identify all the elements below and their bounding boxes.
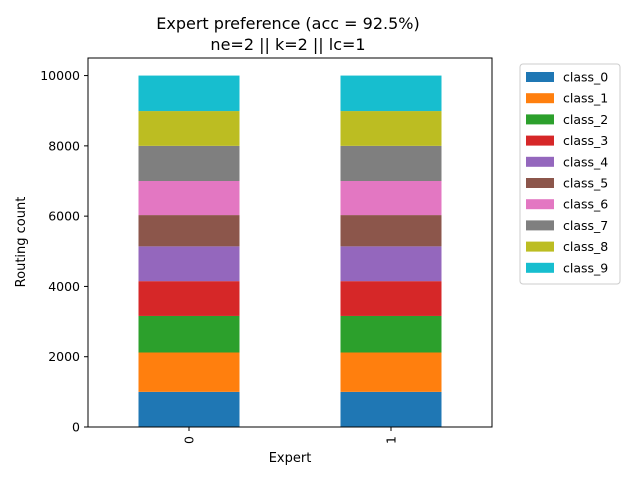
legend-label-class_6: class_6 [563,197,608,212]
bars-group [138,75,442,427]
legend-swatch-class_6 [526,199,554,210]
y-axis: 0 2000 4000 6000 8000 10000 [40,68,88,435]
plot-frame [87,57,493,428]
bar-segment-class_1-expert-0 [138,352,240,392]
bar-segment-class_9-expert-1 [340,75,442,112]
legend-swatch-class_8 [526,241,554,252]
legend-label-class_4: class_4 [563,154,608,169]
y-axis-label: Routing count [14,197,29,288]
bar-segment-class_9-expert-0 [138,75,240,112]
legend-swatch-class_9 [526,262,554,273]
legend-swatch-class_7 [526,220,554,231]
bar-segment-class_7-expert-0 [138,145,240,181]
bar-segment-class_8-expert-0 [138,111,240,146]
bar-segment-class_2-expert-0 [138,315,240,353]
bar-segment-class_5-expert-0 [138,215,240,247]
bar-segment-class_6-expert-0 [138,181,240,216]
bar-segment-class_7-expert-1 [340,145,442,181]
bar-segment-class_3-expert-0 [138,281,240,316]
bar-segment-class_4-expert-1 [340,246,442,282]
x-axis-label: Expert [269,451,312,466]
bar-segment-class_1-expert-1 [340,352,442,392]
legend-label-class_1: class_1 [563,91,608,106]
y-tick-label: 4000 [48,279,80,294]
bar-segment-class_3-expert-1 [340,281,442,316]
y-tick-label: 2000 [48,349,80,364]
legend-swatch-class_1 [526,93,554,104]
bar-segment-class_8-expert-1 [340,111,442,146]
bar-segment-class_4-expert-0 [138,246,240,282]
legend-label-class_0: class_0 [563,70,608,85]
legend-label-class_2: class_2 [563,112,608,127]
legend: class_0 class_1 class_2 class_3 class_4class… [519,63,621,285]
legend-swatch-class_3 [526,135,554,146]
legend-swatch-class_5 [526,178,554,188]
y-tick-label: 8000 [48,138,80,153]
y-tick-label: 6000 [48,209,80,224]
chart-title-line-2: ne=2 || k=2 || lc=1 [210,35,365,54]
bar-segment-class_6-expert-1 [340,181,442,216]
legend-swatch-class_2 [526,114,554,125]
x-tick-label: 0 [182,436,197,444]
legend-swatch-class_0 [526,72,554,82]
legend-label-class_9: class_9 [563,260,608,275]
x-tick-label: 1 [384,436,399,444]
bar-segment-class_0-expert-0 [138,391,240,427]
legend-label-class_7: class_7 [563,218,608,233]
bar-segment-class_2-expert-1 [340,315,442,353]
legend-label-class_3: class_3 [563,133,608,148]
bar-segment-class_0-expert-1 [340,391,442,427]
chart-title-line-1: Expert preference (acc = 92.5%) [156,14,419,33]
legend-label-class_8: class_8 [563,239,608,254]
bar-segment-class_5-expert-1 [340,215,442,247]
y-tick-label: 0 [72,420,80,435]
legend-swatch-class_4 [526,156,554,167]
y-tick-label: 10000 [40,68,80,83]
legend-label-class_5: class_5 [563,176,608,191]
